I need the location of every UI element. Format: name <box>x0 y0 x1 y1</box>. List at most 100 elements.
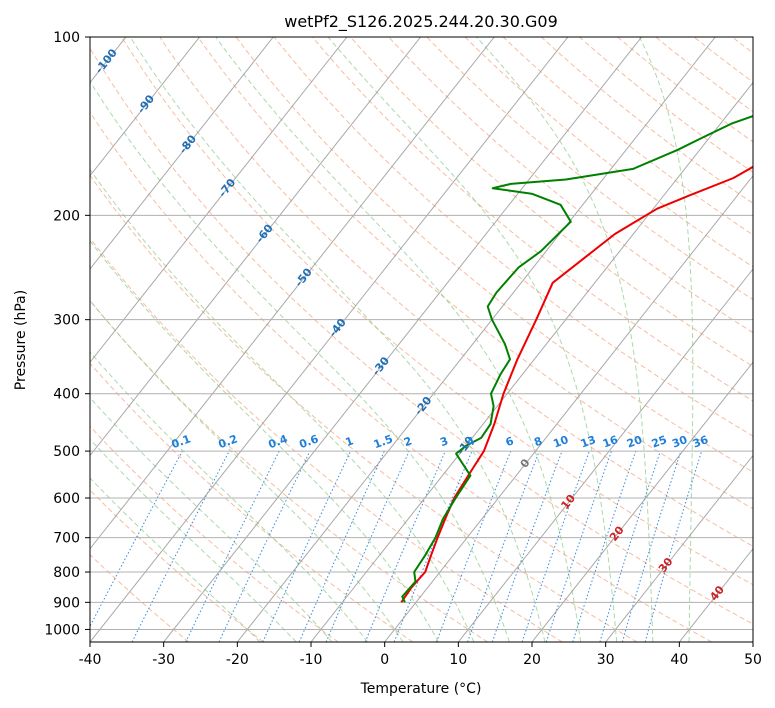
dry-adiabat <box>90 237 563 642</box>
mixing-ratio-line <box>599 450 661 642</box>
isotherm-label: -20 <box>412 394 435 418</box>
mixing-ratio-label: 0.4 <box>267 432 290 451</box>
mixing-ratio-label: 0.6 <box>297 432 320 451</box>
moist-adiabat <box>90 351 368 642</box>
mixing-ratio-line <box>393 450 473 642</box>
y-tick-label: 400 <box>53 387 80 403</box>
x-tick-label: -10 <box>300 652 323 668</box>
x-tick-label: 0 <box>380 652 389 668</box>
moist-adiabat <box>90 438 297 642</box>
moist-adiabat <box>639 37 694 642</box>
isotherm-line <box>236 37 716 642</box>
isotherm-line <box>384 174 753 642</box>
mixing-ratio-line <box>218 450 311 642</box>
mixing-ratio-label: 30 <box>670 433 689 451</box>
dry-adiabat <box>731 37 753 54</box>
mixing-ratio-label: 36 <box>691 433 710 451</box>
x-tick-label: -40 <box>79 652 102 668</box>
mixing-ratio-label: 25 <box>650 433 669 450</box>
x-tick-label: 30 <box>597 652 615 668</box>
dry-adiabat <box>90 299 488 642</box>
isotherm-line <box>605 454 753 642</box>
mixing-ratio-line <box>364 450 446 642</box>
mixing-ratio-label: 6 <box>504 434 516 449</box>
dry-adiabat <box>693 37 753 83</box>
dry-adiabat <box>90 362 414 642</box>
isotherm-line <box>90 37 274 270</box>
dry-adiabat <box>770 37 775 642</box>
dry-adiabat <box>273 37 753 437</box>
isotherm-line <box>90 37 348 364</box>
mixing-ratio-label: 20 <box>625 433 644 451</box>
mixing-ratio-line <box>545 450 612 642</box>
background-lines <box>90 37 775 642</box>
x-tick-label: 40 <box>670 652 688 668</box>
dry-adiabat <box>655 37 753 113</box>
isotherm-label: -70 <box>216 176 239 200</box>
y-tick-label: 500 <box>53 444 80 460</box>
y-tick-label: 1000 <box>44 622 80 638</box>
pressure-grid <box>90 36 753 630</box>
mixing-ratio-line <box>467 450 540 642</box>
mixing-ratio-label: 16 <box>601 433 620 451</box>
isotherm-label: -90 <box>135 92 158 116</box>
dry-adiabat <box>159 37 753 547</box>
mixing-ratio-line <box>644 450 703 642</box>
chart-title: wetPf2_S126.2025.244.20.30.G09 <box>284 12 558 32</box>
dry-adiabat <box>90 425 339 642</box>
profile-series <box>400 115 753 603</box>
isotherm-label: 10 <box>558 492 578 512</box>
dry-adiabat <box>350 37 753 368</box>
mixing-ratio-line <box>262 450 352 642</box>
dry-adiabat <box>464 37 753 268</box>
x-tick-label: -30 <box>152 652 175 668</box>
y-tick-label: 600 <box>53 491 80 507</box>
isotherm-label: 40 <box>707 583 727 603</box>
moist-adiabat <box>90 80 510 642</box>
x-axis-title: Temperature (°C) <box>360 681 482 697</box>
x-tick-label: 20 <box>523 652 541 668</box>
isotherm-line <box>90 37 422 457</box>
temperature-profile-line <box>400 165 753 603</box>
dry-adiabat <box>90 47 753 625</box>
mixing-ratio-label: 0.2 <box>217 432 240 451</box>
dry-adiabat <box>90 174 638 642</box>
y-axis-title: Pressure (hPa) <box>13 290 29 390</box>
line-labels: -100-90-80-70-60-50-40-30-20-10010203040… <box>93 46 728 603</box>
isotherm-line <box>457 268 753 642</box>
dry-adiabat <box>235 37 753 473</box>
isotherm-line <box>310 81 753 642</box>
mixing-ratio-label: 2 <box>402 434 414 449</box>
moist-adiabat <box>90 396 333 642</box>
isotherm-line <box>531 361 753 642</box>
moist-adiabat <box>90 240 439 642</box>
mixing-ratio-label: 10 <box>551 433 570 451</box>
dry-adiabat <box>540 37 753 204</box>
isotherm-line <box>678 547 753 642</box>
mixing-ratio-label: 8 <box>532 434 544 449</box>
isotherm-label: -100 <box>93 46 120 76</box>
mixing-ratio-label: 1 <box>344 434 356 449</box>
mixing-ratio-line <box>521 450 590 642</box>
y-tick-label: 900 <box>53 595 80 611</box>
y-tick-label: 800 <box>53 565 80 581</box>
y-tick-label: 200 <box>53 208 80 224</box>
dry-adiabat <box>426 37 753 301</box>
mixing-ratio-line <box>185 450 280 642</box>
mixing-ratio-line <box>131 450 230 642</box>
mixing-ratio-line <box>572 450 637 642</box>
mixing-ratio-label: 3 <box>438 434 450 449</box>
mixing-ratio-line <box>325 450 410 642</box>
moist-adiabat <box>90 299 404 642</box>
x-tick-label: 50 <box>744 652 762 668</box>
dry-adiabat <box>90 489 264 642</box>
isotherm-line <box>90 37 569 642</box>
y-tick-label: 100 <box>53 30 80 46</box>
axes: -40 -30 -20 -10 0 10 20 30 40 5010020030040050060… <box>44 30 762 668</box>
dry-adiabat <box>312 37 753 402</box>
mixing-ratio-label: 1.5 <box>372 432 395 451</box>
mixing-ratio-label: 0.1 <box>170 432 193 451</box>
isotherm-label: -30 <box>370 354 393 378</box>
mixing-ratio-label: 13 <box>579 433 598 450</box>
